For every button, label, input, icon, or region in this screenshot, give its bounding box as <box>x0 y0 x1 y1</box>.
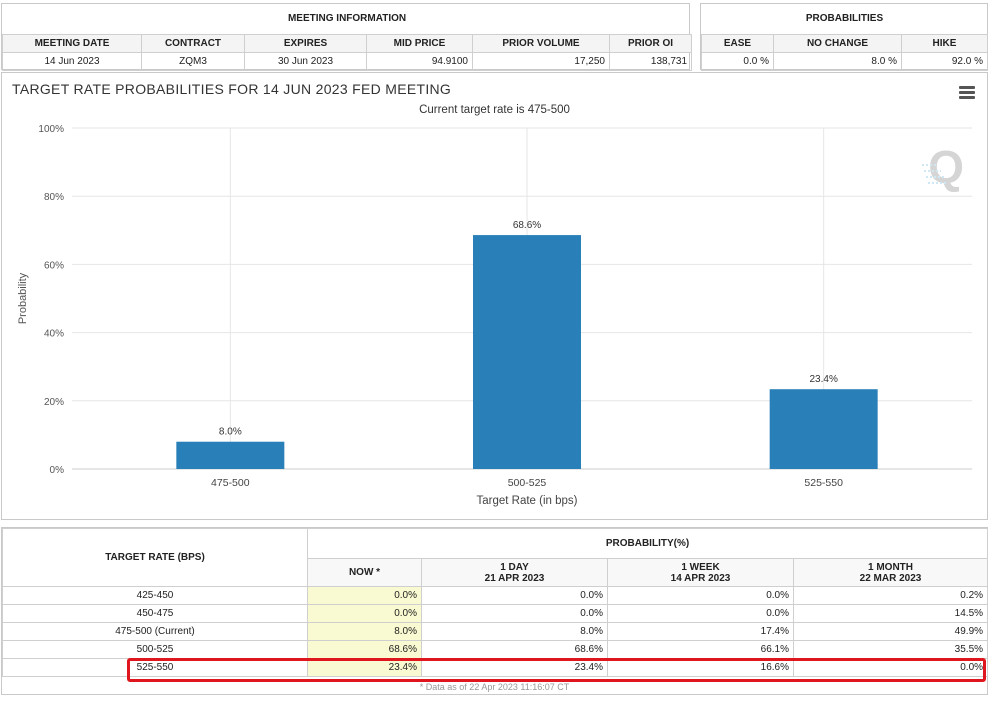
expires-header: EXPIRES <box>244 33 367 53</box>
meeting-information-title: MEETING INFORMATION <box>2 4 692 35</box>
x-axis-title: Target Rate (in bps) <box>477 495 578 507</box>
ease-header: EASE <box>701 33 774 53</box>
y-tick-label: 80% <box>44 192 64 203</box>
rate-label: 500-525 <box>2 640 308 659</box>
probabilities-panel: PROBABILITIES EASE NO CHANGE HIKE 0.0 % … <box>700 3 989 71</box>
chart-subtitle: Current target rate is 475-500 <box>419 104 570 116</box>
bar-500-525 <box>473 235 581 469</box>
one-month-value: 14.5% <box>792 604 989 623</box>
bar-value-label: 8.0% <box>219 427 242 438</box>
y-tick-label: 60% <box>44 260 64 271</box>
contract-header: CONTRACT <box>141 33 245 53</box>
ease-value: 0.0 % <box>701 51 774 71</box>
target-rate-chart-panel: 0% 20% 40% 60% 80% 100% 8.0% 475-500 68.6% 500-52… <box>1 72 988 520</box>
y-tick-label: 40% <box>44 329 64 340</box>
x-tick-label: 475-500 <box>211 477 250 489</box>
bar-value-label: 23.4% <box>809 374 837 385</box>
probability-history-table: TARGET RATE (BPS) PROBABILITY(%) NOW * 1… <box>2 528 989 677</box>
one-week-value: 66.1% <box>607 640 794 659</box>
contract-value: ZQM3 <box>141 51 245 71</box>
bar-525-550 <box>769 389 878 469</box>
prior-oi-value: 138,731 <box>608 51 693 71</box>
x-tick-label: 525-550 <box>804 477 843 489</box>
q-logo-icon: Q <box>928 141 964 193</box>
prior-oi-header: PRIOR OI <box>608 33 693 53</box>
chart-title: TARGET RATE PROBABILITIES FOR 14 JUN 202… <box>12 81 452 97</box>
prior-volume-header: PRIOR VOLUME <box>472 33 610 53</box>
rate-label: 425-450 <box>2 586 308 605</box>
hike-value: 92.0 % <box>900 51 989 71</box>
now-value: 8.0% <box>307 622 422 641</box>
x-tick-label: 500-525 <box>508 477 547 489</box>
one-week-value: 0.0% <box>607 604 794 623</box>
one-day-value: 0.0% <box>421 604 608 623</box>
one-week-value: 17.4% <box>607 622 794 641</box>
meeting-information-panel: MEETING INFORMATION MEETING DATE CONTRAC… <box>1 3 693 71</box>
now-value: 68.6% <box>307 640 422 659</box>
data-timestamp-footnote: * Data as of 22 Apr 2023 11:16:07 CT <box>419 682 570 692</box>
no-change-header: NO CHANGE <box>773 33 902 53</box>
one-month-value: 49.9% <box>792 622 989 641</box>
probability-history-panel: TARGET RATE (BPS) PROBABILITY(%) NOW * 1… <box>1 527 989 695</box>
one-week-value: 0.0% <box>607 586 794 605</box>
one-day-value: 68.6% <box>421 640 608 659</box>
target-rate-header: TARGET RATE (BPS) <box>2 528 308 587</box>
table-row: 425-450 0.0% 0.0% 0.0% 0.2% <box>2 586 989 605</box>
bar-475-500 <box>176 441 285 469</box>
col-now-header: NOW * <box>307 558 422 587</box>
probabilities-title: PROBABILITIES <box>701 4 988 35</box>
rate-label: 450-475 <box>2 604 308 623</box>
table-row: 475-500 (Current) 8.0% 8.0% 17.4% 49.9% <box>2 622 989 641</box>
prior-volume-value: 17,250 <box>472 51 610 71</box>
one-day-value: 8.0% <box>421 622 608 641</box>
col-1-month-header: 1 MONTH 22 MAR 2023 <box>792 558 989 587</box>
red-highlight-annotation <box>127 658 986 682</box>
table-row: 450-475 0.0% 0.0% 0.0% 14.5% <box>2 604 989 623</box>
now-value: 0.0% <box>307 586 422 605</box>
y-axis-title: Probability <box>17 272 29 324</box>
one-day-value: 0.0% <box>421 586 608 605</box>
now-value: 0.0% <box>307 604 422 623</box>
hamburger-menu-icon[interactable] <box>959 86 975 99</box>
y-tick-label: 0% <box>50 465 65 476</box>
probability-group-header: PROBABILITY(%) <box>306 528 989 559</box>
one-month-value: 35.5% <box>792 640 989 659</box>
meeting-date-value: 14 Jun 2023 <box>2 51 142 71</box>
mid-price-value: 94.9100 <box>366 51 473 71</box>
table-row: 500-525 68.6% 68.6% 66.1% 35.5% <box>2 640 989 659</box>
bar-value-label: 68.6% <box>513 220 541 231</box>
target-rate-bar-chart: 0% 20% 40% 60% 80% 100% 8.0% 475-500 68.6% 500-52… <box>17 124 972 507</box>
one-month-value: 0.2% <box>792 586 989 605</box>
hike-header: HIKE <box>900 33 989 53</box>
rate-label: 475-500 (Current) <box>2 622 308 641</box>
meeting-date-header: MEETING DATE <box>2 33 142 53</box>
no-change-value: 8.0 % <box>773 51 902 71</box>
expires-value: 30 Jun 2023 <box>244 51 367 71</box>
mid-price-header: MID PRICE <box>366 33 473 53</box>
col-1-day-header: 1 DAY 21 APR 2023 <box>421 558 608 587</box>
y-tick-label: 20% <box>44 397 64 408</box>
col-1-week-header: 1 WEEK 14 APR 2023 <box>607 558 794 587</box>
y-tick-label: 100% <box>38 124 64 135</box>
